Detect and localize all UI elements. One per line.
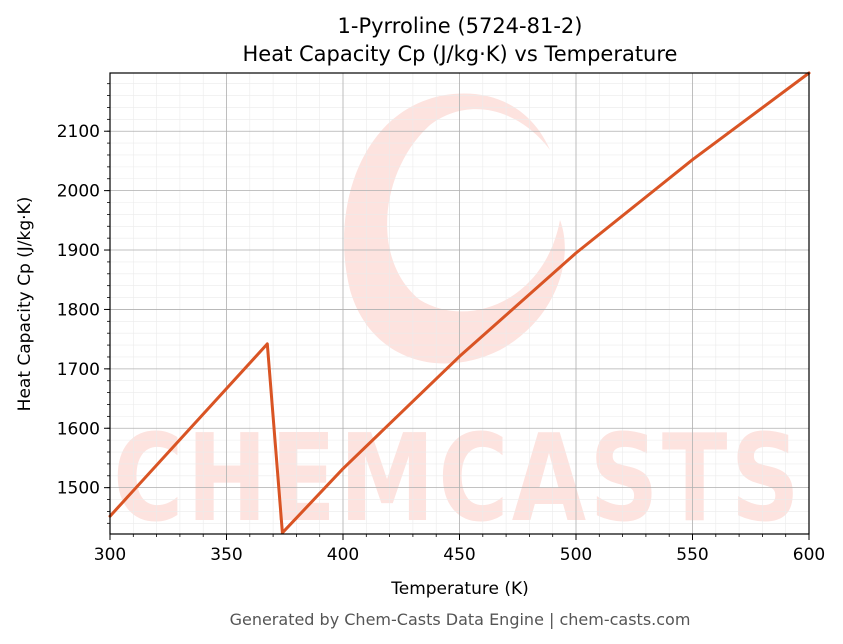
y-tick-label: 2100 xyxy=(57,122,100,142)
watermark-text: CHEMCASTS xyxy=(113,410,803,549)
x-axis-label: Temperature (K) xyxy=(390,579,529,599)
y-tick-label: 2000 xyxy=(57,182,100,202)
x-tick-label: 400 xyxy=(327,545,359,565)
x-tick-label: 450 xyxy=(443,545,475,565)
watermark-swirl xyxy=(344,93,565,364)
footer-credit: Generated by Chem-Casts Data Engine | ch… xyxy=(230,610,691,629)
y-axis-label: Heat Capacity Cp (J/kg·K) xyxy=(15,197,35,412)
x-tick-label: 600 xyxy=(793,545,825,565)
x-tick-label: 550 xyxy=(676,545,708,565)
y-tick-label: 1500 xyxy=(57,479,100,499)
y-tick-label: 1900 xyxy=(57,241,100,261)
y-tick-label: 1600 xyxy=(57,419,100,439)
x-axis-ticks: 300 350 400 450 500 550 600 xyxy=(94,534,825,565)
series-line xyxy=(108,71,811,535)
y-axis-ticks: 1500 1600 1700 1800 1900 2000 2100 xyxy=(57,83,110,524)
chart-subtitle: Heat Capacity Cp (J/kg·K) vs Temperature xyxy=(243,42,678,66)
y-tick-label: 1700 xyxy=(57,360,100,380)
x-tick-label: 300 xyxy=(94,545,126,565)
watermark: CHEMCASTS xyxy=(113,93,803,549)
chart-title: 1-Pyrroline (5724-81-2) xyxy=(338,14,583,38)
y-tick-label: 1800 xyxy=(57,300,100,320)
x-tick-label: 500 xyxy=(560,545,592,565)
x-tick-label: 350 xyxy=(210,545,242,565)
